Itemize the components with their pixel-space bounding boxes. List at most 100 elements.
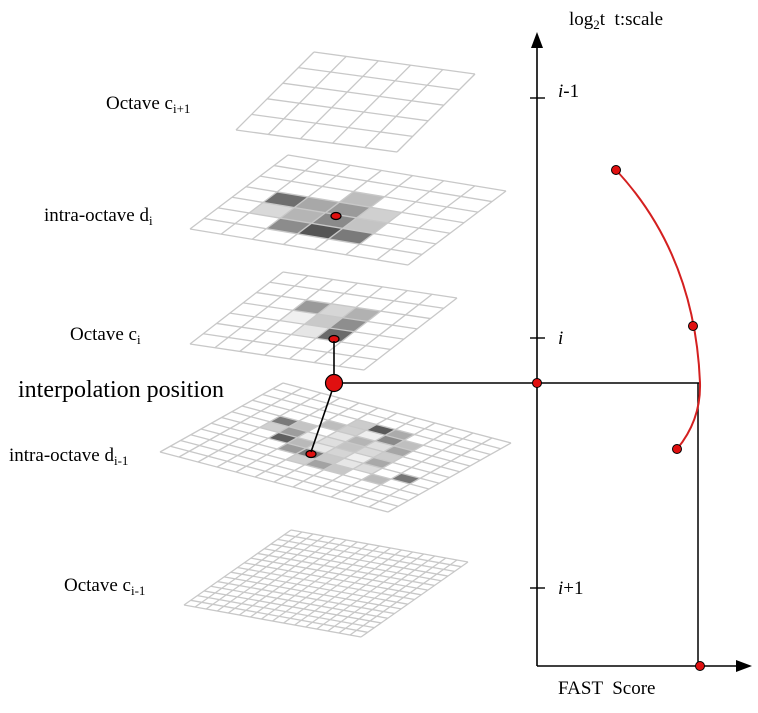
shaded-cell [353, 463, 383, 474]
shaded-cell [287, 437, 317, 449]
grid-octave-c-i [189, 271, 458, 371]
grid-line [349, 432, 474, 503]
grid-line [203, 217, 423, 256]
grid-line [363, 297, 458, 371]
shaded-cell [366, 424, 396, 436]
shaded-cell [383, 446, 413, 457]
grid-line [267, 55, 347, 135]
label-intra-octave-d-i-1: intra-octave di-1 [9, 445, 128, 468]
grid-line [287, 154, 507, 192]
grid-line [272, 545, 380, 622]
shaded-cell [363, 457, 393, 469]
grid-line [229, 312, 404, 340]
curve-point-top [611, 165, 621, 175]
shaded-cell [325, 447, 355, 459]
grid-line [284, 534, 462, 568]
grid-line [251, 113, 413, 138]
shaded-cell [297, 431, 327, 443]
shaded-cell [278, 426, 308, 438]
grid-line [364, 69, 444, 149]
axis-marker-x [695, 661, 705, 671]
shaded-cell [394, 440, 424, 451]
curve-point-bottom [672, 444, 682, 454]
grid-line [305, 551, 414, 628]
grid-line [189, 343, 365, 371]
shaded-cell [288, 421, 318, 432]
x-axis-arrow [736, 660, 752, 672]
axis-marker-y [532, 378, 542, 388]
shaded-cell [375, 435, 405, 446]
grid-line [245, 186, 465, 224]
grid-line [235, 51, 315, 131]
x-axis-label: FAST Score [558, 678, 655, 699]
grid-line [316, 553, 425, 630]
shaded-cell [334, 458, 364, 469]
shaded-cell [345, 436, 375, 447]
shaded-cell [344, 452, 374, 464]
grid-line [189, 228, 409, 266]
shaded-cell [373, 451, 403, 463]
connector-lower [310, 384, 335, 453]
grid-line [294, 549, 402, 626]
grid-line [216, 322, 391, 351]
shaded-cell [259, 421, 289, 433]
grid-line [282, 82, 444, 106]
shaded-cell [315, 453, 345, 464]
score-curve [615, 169, 702, 450]
grid-line [313, 51, 476, 75]
label-intra-octave-d-i: intra-octave di [44, 205, 153, 228]
grid-line [277, 538, 455, 573]
grid-line [257, 552, 435, 587]
shaded-cell [347, 419, 377, 431]
y-axis-arrow [531, 32, 543, 48]
grid-line [264, 282, 358, 356]
layer-intra-octave-d-i [189, 154, 507, 266]
shaded-cell [391, 473, 421, 484]
layer-octave-c-i+1 [235, 51, 476, 153]
grid-line [189, 271, 284, 345]
grid-line [239, 278, 334, 352]
shaded-cell [285, 454, 315, 465]
grid-line [282, 271, 458, 299]
grid-line [396, 73, 476, 153]
grid-line [289, 286, 383, 360]
grid-line [220, 159, 320, 235]
grid-line [250, 557, 428, 591]
grid-line [269, 281, 444, 309]
shaded-cell [385, 429, 415, 441]
layer-intra-octave-d-i-1 [159, 382, 512, 513]
shaded-cell [268, 432, 298, 444]
grid-line [217, 207, 437, 245]
grid-line [251, 164, 351, 240]
grid-octave-c-i+1 [235, 51, 476, 153]
grid-line [298, 66, 460, 91]
shaded-cell [323, 464, 353, 475]
grid-intra-octave-d-i [189, 154, 507, 266]
shaded-cell [304, 459, 334, 470]
grid-line [332, 64, 412, 144]
grid-line [368, 437, 493, 508]
grid-line [407, 190, 507, 266]
grid-line [349, 559, 458, 636]
grid-line [203, 333, 378, 361]
grid-line [267, 98, 429, 122]
grid-octave-c-i-1 [183, 529, 469, 638]
label-octave-c-i-1: Octave ci-1 [64, 575, 145, 598]
grid-intra-octave-d-i-1 [159, 382, 512, 513]
grid-line [243, 302, 418, 330]
grid-line [299, 60, 379, 140]
label-octave-c-i: Octave ci [70, 324, 141, 347]
layer-octave-c-i-1 [183, 529, 469, 638]
grid-line [327, 555, 436, 632]
shaded-cell [269, 416, 299, 427]
shaded-cell [277, 443, 307, 454]
tick-label-i: i [558, 328, 563, 349]
grid-line [189, 154, 289, 230]
grid-line [244, 562, 422, 596]
tick-label-i-plus-1: i+1 [558, 578, 584, 599]
shaded-cell [364, 441, 394, 452]
grid-line [338, 557, 447, 634]
shaded-cell [361, 474, 391, 485]
interpolation-position-marker [324, 373, 344, 393]
